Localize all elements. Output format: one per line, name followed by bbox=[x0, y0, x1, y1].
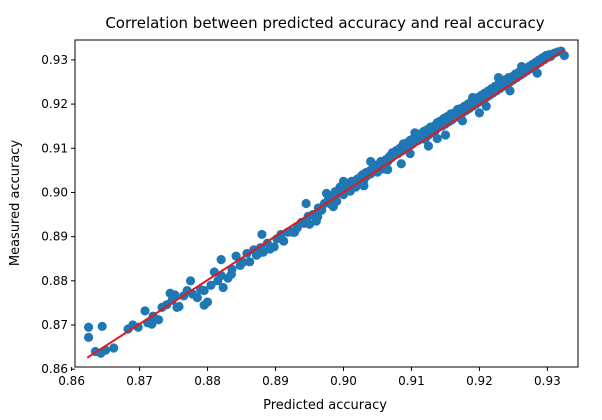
data-point bbox=[109, 343, 119, 353]
data-point bbox=[366, 156, 376, 167]
x-tick-label: 0.91 bbox=[398, 374, 425, 388]
data-point bbox=[97, 321, 107, 331]
data-point bbox=[226, 269, 236, 279]
data-point bbox=[474, 108, 485, 118]
data-point bbox=[218, 282, 228, 293]
y-tick-label: 0.88 bbox=[41, 274, 68, 288]
data-point bbox=[457, 116, 468, 126]
x-tick-label: 0.90 bbox=[330, 374, 357, 388]
data-point bbox=[313, 212, 323, 222]
data-point bbox=[338, 176, 349, 187]
data-point bbox=[185, 276, 196, 286]
data-point bbox=[245, 257, 255, 267]
data-point bbox=[83, 322, 94, 332]
data-point bbox=[359, 181, 369, 191]
y-tick-label: 0.89 bbox=[41, 230, 68, 244]
data-point bbox=[468, 92, 478, 103]
data-point bbox=[83, 332, 94, 342]
data-point bbox=[505, 86, 515, 96]
data-point bbox=[559, 50, 570, 61]
x-axis-label: Predicted accuracy bbox=[263, 398, 387, 413]
data-point bbox=[216, 255, 226, 265]
y-tick-label: 0.90 bbox=[41, 185, 68, 199]
x-tick-label: 0.92 bbox=[466, 374, 493, 388]
x-tick-label: 0.87 bbox=[126, 374, 153, 388]
x-tick-label: 0.86 bbox=[58, 374, 85, 388]
x-tick-label: 0.93 bbox=[534, 374, 561, 388]
y-tick-label: 0.86 bbox=[41, 362, 68, 376]
data-point bbox=[206, 280, 216, 290]
x-axis: 0.86 0.87 0.88 0.89 0.90 0.91 0.92 0.93 bbox=[58, 367, 561, 388]
data-point bbox=[279, 236, 289, 246]
data-point bbox=[253, 248, 264, 259]
x-tick-label: 0.88 bbox=[194, 374, 221, 388]
data-point bbox=[396, 159, 406, 169]
data-point bbox=[147, 319, 157, 329]
data-point bbox=[432, 133, 442, 144]
data-point bbox=[269, 242, 279, 252]
data-point bbox=[328, 201, 338, 212]
data-point bbox=[516, 61, 527, 72]
data-point bbox=[440, 130, 451, 140]
data-point bbox=[172, 302, 182, 312]
data-point bbox=[423, 141, 434, 151]
fit-line bbox=[86, 48, 565, 359]
data-point bbox=[257, 229, 267, 240]
data-point bbox=[192, 293, 202, 303]
data-point bbox=[493, 72, 504, 83]
data-point bbox=[231, 251, 241, 261]
y-tick-label: 0.91 bbox=[41, 141, 68, 155]
data-point bbox=[238, 257, 248, 267]
data-point bbox=[287, 227, 298, 237]
data-point bbox=[199, 285, 209, 296]
data-point bbox=[140, 306, 150, 316]
data-point bbox=[133, 322, 143, 332]
y-tick-label: 0.92 bbox=[41, 97, 68, 111]
data-point bbox=[481, 101, 491, 111]
y-tick-label: 0.87 bbox=[41, 318, 68, 332]
data-point bbox=[165, 288, 175, 298]
data-point bbox=[301, 198, 311, 209]
data-point bbox=[202, 297, 213, 307]
y-axis: 0.86 0.87 0.88 0.89 0.90 0.91 0.92 0.93 bbox=[41, 53, 75, 376]
data-point bbox=[410, 128, 420, 138]
chart-title: Correlation between predicted accuracy a… bbox=[105, 14, 544, 32]
data-point bbox=[532, 68, 542, 78]
data-point bbox=[383, 164, 393, 175]
y-axis-label: Measured accuracy bbox=[8, 140, 23, 267]
data-point bbox=[154, 315, 164, 325]
x-tick-label: 0.89 bbox=[262, 374, 289, 388]
plot-area bbox=[74, 39, 579, 368]
y-tick-label: 0.93 bbox=[41, 53, 68, 67]
